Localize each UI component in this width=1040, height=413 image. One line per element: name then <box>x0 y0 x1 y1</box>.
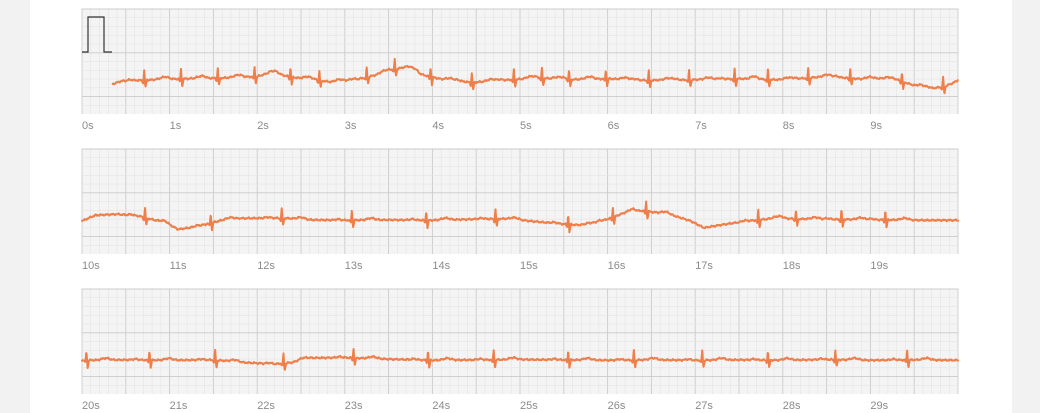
tick-label: 25s <box>520 400 538 412</box>
strip-grid <box>81 8 959 114</box>
tick-label: 19s <box>870 260 888 272</box>
tick-label: 5s <box>520 120 532 132</box>
tick-label: 4s <box>432 120 444 132</box>
tick-label: 24s <box>432 400 450 412</box>
ecg-trace <box>111 57 959 95</box>
tick-label: 15s <box>520 260 538 272</box>
tick-label: 26s <box>608 400 626 412</box>
tick-label: 12s <box>257 260 275 272</box>
tick-label: 21s <box>170 400 188 412</box>
ecg-trace <box>81 348 959 371</box>
tick-label: 3s <box>345 120 357 132</box>
tick-label: 7s <box>695 120 707 132</box>
tick-label: 17s <box>695 260 713 272</box>
ecg-report-card: 0s 1s 2s 3s 4s 5s 6s 7s 8s 9s 10s 11s 12s 13s 14s 15s 16… <box>30 0 1012 413</box>
ecg-strip-1: 0s 1s 2s 3s 4s 5s 6s 7s 8s 9s <box>81 8 959 132</box>
tick-label: 8s <box>783 120 795 132</box>
tick-label: 16s <box>608 260 626 272</box>
calibration-pulse <box>82 16 112 53</box>
tick-label: 23s <box>345 400 363 412</box>
tick-label: 11s <box>170 260 187 272</box>
ecg-trace <box>81 200 959 234</box>
strip-grid <box>81 148 959 254</box>
tick-label: 27s <box>695 400 713 412</box>
tick-label: 29s <box>870 400 888 412</box>
tick-label: 20s <box>82 400 100 412</box>
ecg-strip-3: 20s 21s 22s 23s 24s 25s 26s 27s 28s 29s <box>81 288 959 412</box>
tick-label: 10s <box>82 260 100 272</box>
ecg-strip-2: 10s 11s 12s 13s 14s 15s 16s 17s 18s 19s <box>81 148 959 272</box>
tick-label: 0s <box>82 120 94 132</box>
tick-label: 22s <box>257 400 275 412</box>
tick-label: 18s <box>783 260 801 272</box>
ecg-chart: 0s 1s 2s 3s 4s 5s 6s 7s 8s 9s 10s 11s 12s 13s 14s 15s 16… <box>81 8 959 412</box>
tick-label: 1s <box>170 120 182 132</box>
tick-label: 14s <box>432 260 450 272</box>
strip-grid <box>81 288 959 394</box>
tick-label: 28s <box>783 400 801 412</box>
tick-label: 13s <box>345 260 363 272</box>
tick-label: 9s <box>870 120 882 132</box>
tick-label: 6s <box>608 120 620 132</box>
tick-label: 2s <box>257 120 269 132</box>
